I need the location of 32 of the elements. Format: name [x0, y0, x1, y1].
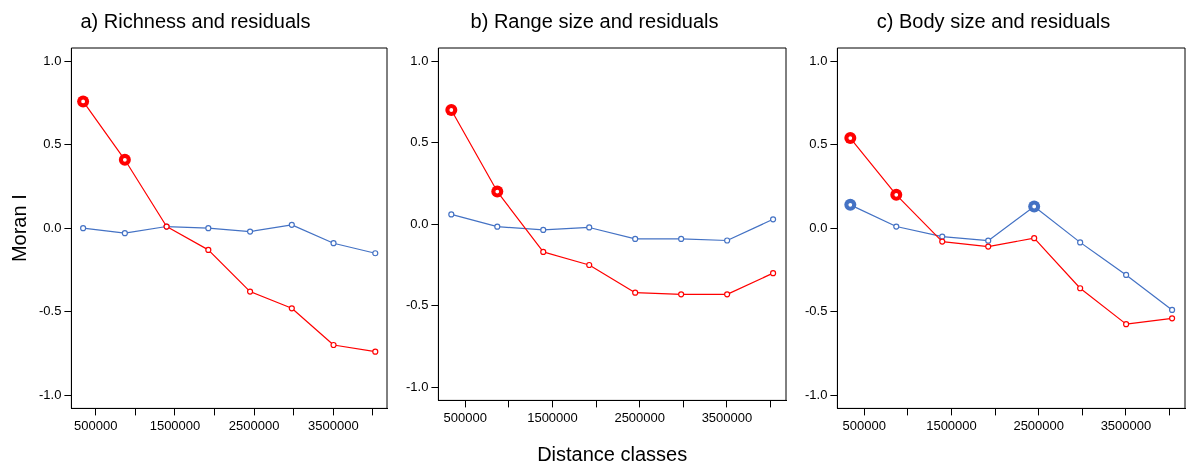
- y-tick-label: 1.0: [410, 52, 429, 68]
- chart-title: a) Richness and residuals: [80, 9, 311, 32]
- chart-title: b) Range size and residuals: [470, 9, 719, 32]
- y-tick-label: 0.0: [410, 215, 429, 231]
- y-tick-label: 0.0: [809, 219, 828, 235]
- y-tick-label: -1.0: [804, 386, 828, 402]
- y-tick-label: -1.0: [38, 386, 62, 402]
- y-tick-label: -0.5: [38, 303, 62, 319]
- y-tick-label: 0.5: [410, 134, 429, 150]
- y-tick-label: 1.0: [809, 52, 828, 68]
- x-tick-label: 500000: [443, 409, 487, 425]
- y-tick-label: -0.5: [804, 303, 828, 319]
- x-tick-label: 1500000: [527, 409, 578, 425]
- y-tick-label: 0.5: [43, 136, 62, 152]
- x-tick-label: 1500000: [149, 417, 201, 433]
- x-tick-label: 1500000: [926, 417, 977, 433]
- y-tick-label: -1.0: [405, 378, 429, 394]
- x-tick-label: 500000: [74, 417, 118, 433]
- y-axis-title: Moran I: [7, 194, 30, 263]
- y-tick-label: 1.0: [43, 52, 62, 68]
- x-tick-label: 3500000: [701, 409, 753, 425]
- x-tick-label: 3500000: [308, 417, 359, 433]
- y-tick-label: 0.5: [809, 136, 828, 152]
- x-tick-label: 2500000: [614, 409, 666, 425]
- chart-title: c) Body size and residuals: [876, 9, 1111, 32]
- x-tick-label: 500000: [842, 417, 886, 433]
- x-tick-label: 2500000: [1013, 417, 1065, 433]
- x-axis-title: Distance classes: [537, 442, 688, 465]
- y-tick-label: 0.0: [43, 219, 62, 235]
- y-tick-label: -0.5: [405, 297, 429, 313]
- x-tick-label: 3500000: [1100, 417, 1152, 433]
- x-tick-label: 2500000: [228, 417, 280, 433]
